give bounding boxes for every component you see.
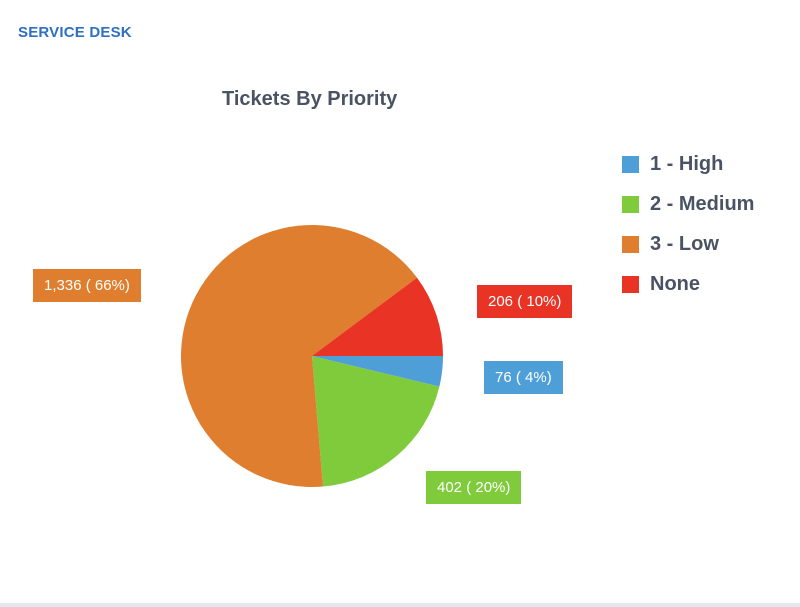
- legend-label: 1 - High: [650, 152, 724, 175]
- pie-slice-high[interactable]: [312, 356, 443, 387]
- data-label-low: 1,336 ( 66%): [33, 269, 141, 302]
- legend-item-low[interactable]: 3 - Low: [622, 224, 754, 264]
- data-label-high: 76 ( 4%): [484, 361, 563, 394]
- legend-label: None: [650, 272, 700, 295]
- legend-label: 3 - Low: [650, 232, 719, 255]
- legend-swatch: [622, 275, 639, 293]
- legend-label: 2 - Medium: [650, 192, 755, 215]
- legend-swatch: [622, 155, 639, 173]
- legend-swatch: [622, 195, 639, 213]
- data-label-none: 206 ( 10%): [477, 285, 573, 318]
- pie-slice-low[interactable]: [181, 225, 418, 488]
- legend-item-high[interactable]: 1 - High: [622, 144, 754, 184]
- legend-item-medium[interactable]: 2 - Medium: [622, 184, 754, 224]
- footer-divider: [0, 603, 800, 607]
- chart-title: Tickets By Priority: [222, 88, 398, 110]
- legend-item-none[interactable]: None: [622, 264, 754, 304]
- legend-swatch: [622, 235, 639, 253]
- app-title: SERVICE DESK: [18, 24, 132, 41]
- chart-legend: 1 - High 2 - Medium 3 - Low None: [622, 144, 754, 304]
- pie-slice-medium[interactable]: [312, 356, 440, 487]
- pie-slice-none[interactable]: [312, 277, 444, 356]
- data-label-medium: 402 ( 20%): [426, 471, 522, 504]
